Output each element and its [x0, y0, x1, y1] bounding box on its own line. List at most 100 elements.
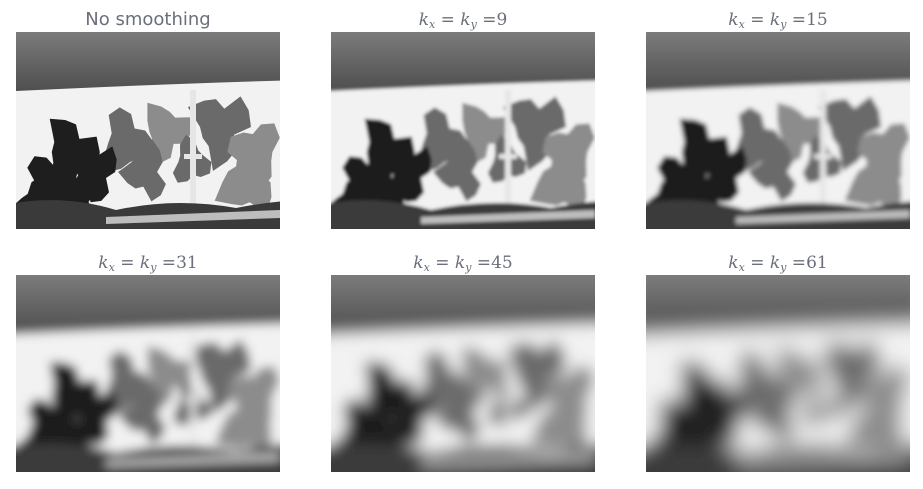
tree-crown — [433, 382, 481, 445]
dark-tree-crown — [700, 146, 747, 203]
title-sub-y: y — [465, 261, 472, 274]
tree-crown — [777, 102, 822, 163]
scene-image — [16, 32, 280, 229]
scene-group — [646, 275, 910, 472]
pole-crossbar — [499, 154, 517, 159]
scene-group — [331, 275, 595, 472]
utility-pole — [820, 90, 826, 229]
panel-title: No smoothing — [85, 9, 211, 30]
scene-group — [646, 32, 910, 229]
tree-crown — [118, 382, 166, 445]
scene-image — [331, 32, 595, 229]
kernel-size: 61 — [806, 253, 828, 273]
roof-overhang — [646, 275, 910, 335]
tree-crown — [777, 345, 822, 406]
title-sub-y: y — [780, 261, 787, 274]
utility-pole — [190, 90, 196, 229]
tree-crown — [529, 386, 587, 457]
scene-image — [646, 32, 910, 229]
tree-crown — [147, 345, 192, 406]
title-sub-x: x — [423, 261, 430, 274]
title-var-y: k — [769, 253, 781, 273]
panel-title: kx = ky =61 — [728, 253, 828, 274]
tree-crown — [529, 143, 587, 214]
fence-line — [736, 210, 910, 224]
pole-crossbar — [184, 154, 202, 159]
panel-title: kx = ky =15 — [728, 10, 828, 31]
utility-pole — [190, 333, 196, 472]
roof-overhang — [331, 275, 595, 335]
title-var-y: k — [769, 10, 781, 30]
tree-crown — [462, 345, 507, 406]
scene-group — [16, 32, 280, 229]
pole-crossbar — [499, 397, 517, 402]
tree-crown — [844, 386, 902, 457]
tree-crown — [214, 386, 272, 457]
title-var-y: k — [454, 253, 466, 273]
kernel-size: 9 — [496, 10, 508, 30]
tree-crown — [844, 143, 902, 214]
roof-overhang — [16, 275, 280, 335]
title-var-x: k — [413, 253, 424, 273]
fence-line — [106, 453, 280, 467]
scene-svg — [646, 32, 910, 229]
utility-pole — [505, 90, 511, 229]
ground-shrubs — [331, 443, 595, 472]
pole-crossbar — [814, 154, 832, 159]
title-var-y: k — [139, 253, 151, 273]
title-sub-y: y — [150, 261, 157, 274]
title-var-x: k — [728, 253, 739, 273]
ground-shrubs — [646, 200, 910, 229]
panel-title: kx = ky =31 — [98, 253, 198, 274]
scene-image — [331, 275, 595, 472]
roof-overhang — [646, 32, 910, 92]
title-var-x: k — [418, 10, 429, 30]
title-sub-x: x — [738, 261, 745, 274]
tree-crown — [214, 143, 272, 214]
kernel-size: 15 — [806, 10, 828, 30]
tree-crown — [502, 96, 566, 171]
title-sub-x: x — [738, 18, 745, 31]
utility-pole — [505, 333, 511, 472]
scene-svg — [16, 275, 280, 472]
scene-image — [646, 275, 910, 472]
dark-tree-crown — [70, 389, 117, 446]
tree-crown — [502, 339, 566, 414]
scene-svg — [331, 32, 595, 229]
tree-crown — [462, 102, 507, 163]
fence-line — [736, 453, 910, 467]
dark-tree-crown — [385, 146, 432, 203]
ground-shrubs — [16, 200, 280, 229]
roof-overhang — [331, 32, 595, 92]
title-sub-y: y — [470, 18, 477, 31]
tree-crown — [817, 96, 881, 171]
title-sub-x: x — [108, 261, 115, 274]
panel-title: kx = ky =9 — [418, 10, 508, 31]
kernel-size: 31 — [176, 253, 198, 273]
tree-crown — [187, 96, 251, 171]
tree-crown — [748, 139, 796, 202]
utility-pole — [820, 333, 826, 472]
tree-crown — [433, 139, 481, 202]
scene-group — [331, 32, 595, 229]
tree-crown — [748, 382, 796, 445]
tree-crown — [187, 339, 251, 414]
fence-line — [421, 210, 595, 224]
title-var-y: k — [460, 10, 471, 30]
scene-group — [16, 275, 280, 472]
title-sub-y: y — [780, 18, 787, 31]
tree-crown — [147, 102, 192, 163]
title-var-x: k — [728, 10, 739, 30]
scene-svg — [331, 275, 595, 472]
tree-crown — [817, 339, 881, 414]
pole-crossbar — [184, 397, 202, 402]
roof-overhang — [16, 32, 280, 92]
fence-line — [421, 453, 595, 467]
ground-shrubs — [331, 200, 595, 229]
ground-shrubs — [646, 443, 910, 472]
pole-crossbar — [814, 397, 832, 402]
title-var-x: k — [98, 253, 109, 273]
scene-image — [16, 275, 280, 472]
tree-crown — [118, 139, 166, 202]
